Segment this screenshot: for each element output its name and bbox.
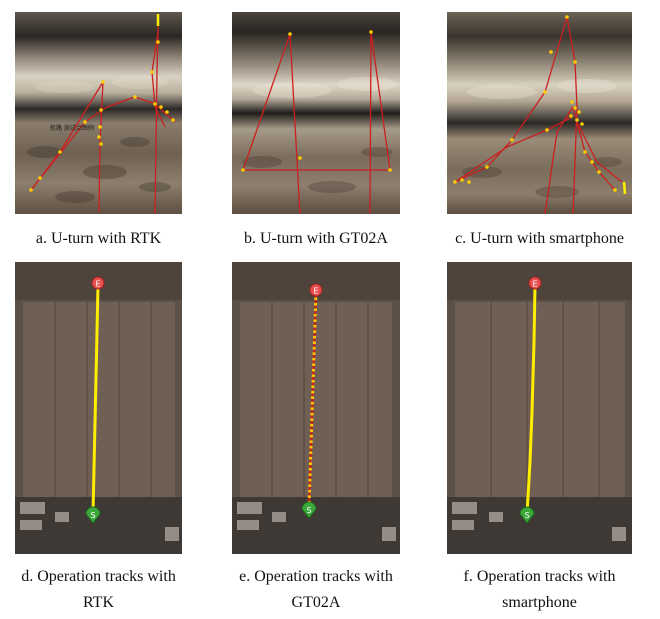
svg-text:S: S — [524, 511, 529, 520]
uturn-rtk-satellite-image: 航路 测试点图例 — [15, 12, 182, 214]
caption-e: e. Operation tracks with GT02A — [215, 564, 417, 616]
track-rtk-satellite-image: E S — [15, 262, 182, 554]
panel-d-rtk-track-image: E S — [15, 262, 182, 554]
track-smartphone-satellite-image: E S — [447, 262, 632, 554]
svg-text:E: E — [532, 280, 537, 289]
start-marker: S — [519, 506, 535, 524]
svg-text:E: E — [313, 287, 318, 296]
panel-c-smartphone-uturn-image — [447, 12, 632, 214]
panel-a-rtk-uturn-image: 航路 测试点图例 — [15, 12, 182, 214]
svg-text:S: S — [90, 511, 95, 520]
caption-f-line2: smartphone — [502, 594, 577, 611]
caption-d-line1: d. Operation tracks with — [21, 568, 176, 585]
panel-f-smartphone-track-image: E S — [447, 262, 632, 554]
caption-f-line1: f. Operation tracks with — [463, 568, 616, 585]
end-marker: E — [91, 276, 105, 290]
track-gt02a-satellite-image: E S — [232, 262, 400, 554]
caption-b: b. U-turn with GT02A — [244, 230, 388, 247]
panel-b-gt02a-uturn-image — [232, 12, 400, 214]
end-marker: E — [309, 283, 323, 297]
panel-e-gt02a-track-image: E S — [232, 262, 400, 554]
end-marker: E — [528, 276, 542, 290]
caption-e-line1: e. Operation tracks with — [239, 568, 393, 585]
caption-c: c. U-turn with smartphone — [455, 230, 624, 247]
caption-f: f. Operation tracks with smartphone — [437, 564, 642, 616]
caption-d: d. Operation tracks with RTK — [0, 564, 197, 616]
start-marker: S — [301, 501, 317, 519]
uturn-gt02a-satellite-image — [232, 12, 400, 214]
svg-text:E: E — [95, 280, 100, 289]
caption-e-line2: GT02A — [291, 594, 341, 611]
caption-d-line2: RTK — [82, 594, 115, 611]
start-marker: S — [85, 506, 101, 524]
uturn-smartphone-satellite-image — [447, 12, 632, 214]
panel-a-overlay-label: 航路 测试点图例 — [50, 124, 94, 132]
svg-text:S: S — [306, 506, 311, 515]
caption-a: a. U-turn with RTK — [35, 230, 162, 247]
